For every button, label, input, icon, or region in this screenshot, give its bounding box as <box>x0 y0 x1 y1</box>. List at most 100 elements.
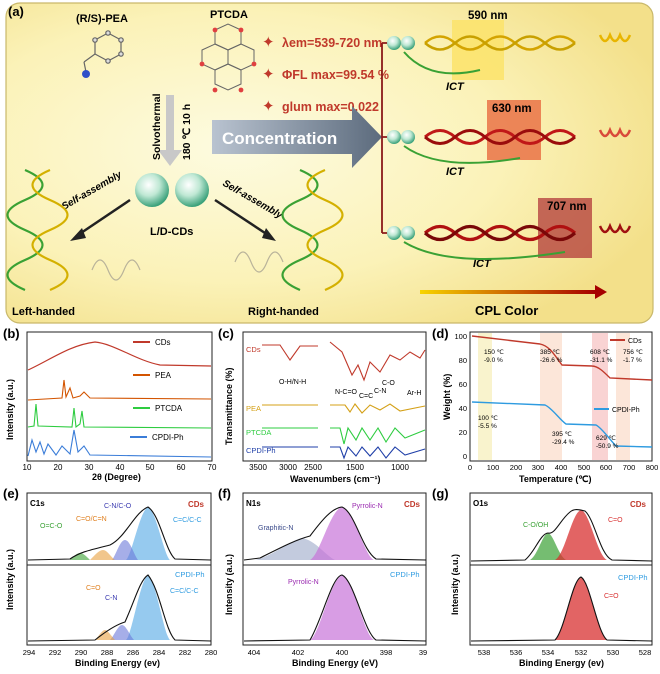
svg-text:532: 532 <box>575 648 588 657</box>
svg-text:0: 0 <box>468 463 472 472</box>
svg-text:534: 534 <box>542 648 555 657</box>
svg-text:536: 536 <box>510 648 523 657</box>
svg-text:C=O: C=O <box>86 585 101 592</box>
panel-g-xlabel: Binding Energy (ev) <box>519 658 604 668</box>
svg-text:CDs: CDs <box>404 500 421 509</box>
ftir-cpdi <box>262 445 426 460</box>
svg-text:-26.6 %: -26.6 % <box>540 357 563 364</box>
ftir-label-cds: CDs <box>246 345 261 354</box>
svg-text:300: 300 <box>532 463 545 472</box>
panel-c-series-labels: CDs PEA PTCDA CPDI-Ph <box>246 345 276 455</box>
left-helix <box>6 168 69 292</box>
quantum-yield: ΦFL max=99.54 % <box>282 68 389 82</box>
svg-text:500: 500 <box>578 463 591 472</box>
panel-c-label: (c) <box>218 326 234 341</box>
svg-text:C=O: C=O <box>608 517 623 524</box>
panel-g-top-peaks: C-O/OH C=O <box>523 517 623 529</box>
cpl-color-bar: CPL Color <box>420 285 607 318</box>
svg-text:20: 20 <box>459 428 467 437</box>
panel-g: (g) O1s CDs CPDI-Ph Intensity (a.u.) Bin… <box>432 486 653 668</box>
svg-text:282: 282 <box>179 648 192 657</box>
panel-a-label: (a) <box>8 4 24 19</box>
panel-c-ylabel: Transmittance (%) <box>224 367 234 445</box>
cpl-color-label: CPL Color <box>475 303 538 318</box>
svg-text:756 ℃: 756 ℃ <box>623 349 644 356</box>
annot-nco: N-C=O <box>335 389 358 396</box>
svg-text:-31.1 %: -31.1 % <box>590 357 613 364</box>
cd-particle <box>175 173 209 207</box>
svg-text:O=C-O: O=C-O <box>40 523 63 530</box>
panel-b-legend: CDs PEA PTCDA CPDI-Ph <box>130 338 184 442</box>
svg-text:538: 538 <box>478 648 491 657</box>
concentration-arrow: Concentration <box>212 106 382 168</box>
svg-text:Pyrrolic-N: Pyrrolic-N <box>352 503 383 510</box>
svg-text:50: 50 <box>146 463 155 472</box>
dissymmetry-factor: glum max=0.022 <box>282 100 379 114</box>
panel-f-top-peaks: Graphitic-N Pyrrolic-N <box>258 503 383 532</box>
svg-text:400: 400 <box>336 648 349 657</box>
star-icon: ✦ <box>262 66 275 83</box>
svg-text:1000: 1000 <box>391 463 409 472</box>
panel-c-xlabel: Wavenumbers (cm⁻¹) <box>290 474 380 484</box>
panel-f-core: N1s <box>246 499 261 508</box>
svg-text:-1.7 %: -1.7 % <box>623 357 642 364</box>
svg-text:398: 398 <box>380 648 393 657</box>
svg-text:C-N: C-N <box>105 595 117 602</box>
star-icon: ✦ <box>262 98 275 115</box>
panel-e-xlabel: Binding Energy (ev) <box>75 658 160 668</box>
panel-d-label: (d) <box>432 326 449 341</box>
svg-text:39: 39 <box>419 648 427 657</box>
svg-text:294: 294 <box>23 648 36 657</box>
svg-text:1500: 1500 <box>346 463 364 472</box>
svg-text:150 ℃: 150 ℃ <box>484 349 505 356</box>
panel-e-top-peaks: O=C-O C=O/C=N C-N/C-O C=C/C-C <box>40 503 202 530</box>
svg-text:60: 60 <box>459 380 467 389</box>
panel-d-annotations: 150 ℃ -9.0 % 385 ℃ -26.6 % 608 ℃ -31.1 %… <box>478 349 644 450</box>
concentration-label: Concentration <box>222 129 337 148</box>
ict-label: ICT <box>446 166 465 178</box>
svg-text:CPDI-Ph: CPDI-Ph <box>618 573 648 582</box>
svg-text:629 ℃: 629 ℃ <box>596 435 617 442</box>
panel-c-frame <box>242 331 427 462</box>
svg-text:400: 400 <box>555 463 568 472</box>
ftir-label-ptcda: PTCDA <box>246 428 271 437</box>
panel-f-xticks: 404 402 400 398 39 <box>248 648 427 657</box>
tga-cds <box>471 335 653 381</box>
svg-text:40: 40 <box>116 463 125 472</box>
svg-text:800: 800 <box>646 463 659 472</box>
svg-text:CDs: CDs <box>188 500 205 509</box>
ptcda-molecule <box>199 23 257 93</box>
svg-text:80: 80 <box>459 356 467 365</box>
svg-text:70: 70 <box>208 463 217 472</box>
svg-text:100: 100 <box>454 332 467 341</box>
panel-d: (d) Weight (%) Temperature (℃) 100 80 60… <box>432 326 658 484</box>
panel-f: (f) N1s CDs CPDI-Ph Intensity (a.u.) Bin… <box>218 486 427 668</box>
svg-text:C=O/C=N: C=O/C=N <box>76 516 107 523</box>
ict-label: ICT <box>446 81 465 93</box>
panel-b: (b) Intensity (a.u.) 2θ (Degree) 10 20 3… <box>3 326 217 482</box>
svg-text:C-O/OH: C-O/OH <box>523 522 548 529</box>
svg-text:CDs: CDs <box>628 338 642 345</box>
svg-text:60: 60 <box>177 463 186 472</box>
xrd-cpdi <box>27 429 212 458</box>
panel-b-ylabel: Intensity (a.u.) <box>5 379 15 440</box>
cpl-row-630: 630 nm ICT <box>387 100 632 178</box>
panel-f-label: (f) <box>218 486 231 501</box>
precursor-ptcda: PTCDA <box>210 9 248 21</box>
svg-text:-9.0 %: -9.0 % <box>484 357 503 364</box>
ftir-pea <box>262 403 426 414</box>
ict-label: ICT <box>473 258 492 270</box>
svg-text:200: 200 <box>510 463 523 472</box>
annot-cn: C-N <box>374 388 386 395</box>
svg-text:C=C/C-C: C=C/C-C <box>173 517 202 524</box>
panel-e-core: C1s <box>30 499 45 508</box>
emission-range: λem=539-720 nm <box>282 36 382 50</box>
star-icon: ✦ <box>262 34 275 51</box>
panel-d-legend: CDs CPDI-Ph <box>594 338 642 414</box>
left-handed-label: Left-handed <box>12 306 75 318</box>
panel-g-bottom-peak: C=O <box>604 593 619 600</box>
svg-text:Graphitic-N: Graphitic-N <box>258 525 293 532</box>
svg-text:700: 700 <box>623 463 636 472</box>
